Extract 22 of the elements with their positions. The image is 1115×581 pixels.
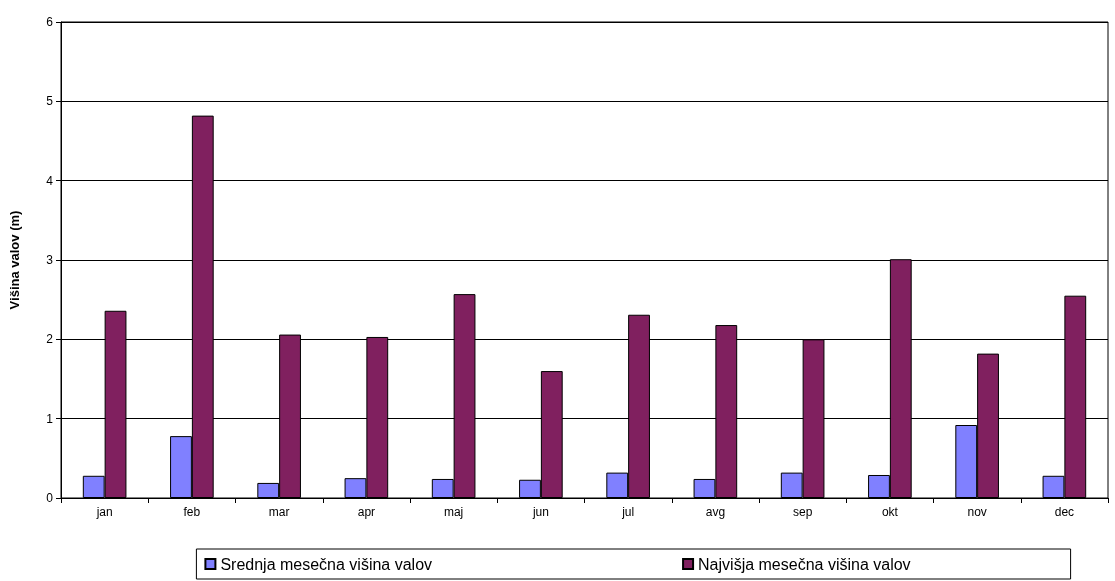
x-tick-label: dec <box>1054 505 1075 519</box>
y-tick-label: 3 <box>46 253 54 267</box>
y-tick-label: 0 <box>46 491 54 505</box>
y-tick-label: 5 <box>46 94 54 109</box>
y-tick-label: 6 <box>46 15 54 29</box>
x-tick-label: apr <box>357 505 376 519</box>
y-tick-label: 1 <box>46 411 54 426</box>
x-tick-label: jun <box>531 505 549 519</box>
x-tick-label: maj <box>443 505 464 519</box>
x-tick-label: okt <box>881 505 899 519</box>
x-tick-label: avg <box>705 505 726 519</box>
x-tick-label: jan <box>95 505 113 519</box>
x-tick-label: feb <box>183 505 201 519</box>
y-axis-title: Višina valov (m) <box>7 210 22 310</box>
x-tick-label: mar <box>268 505 290 519</box>
y-tick-label: 2 <box>46 332 54 347</box>
legend-label: Najvišja mesečna višina valov <box>698 555 911 573</box>
legend-label: Srednja mesečna višina valov <box>220 555 433 573</box>
x-tick-label: nov <box>967 505 987 519</box>
x-tick-label: sep <box>792 505 813 519</box>
y-tick-label: 4 <box>46 173 54 188</box>
x-tick-label: jul <box>621 505 635 519</box>
